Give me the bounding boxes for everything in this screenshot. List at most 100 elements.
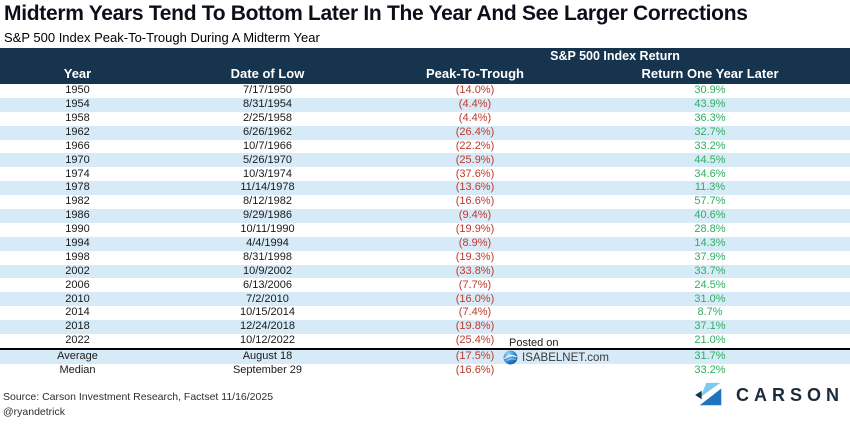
column-header: Return One Year Later: [570, 65, 850, 84]
carson-wordmark: CARSON: [735, 384, 844, 405]
table-row: 1958 2/25/1958 (4.4%) 36.3%: [0, 112, 850, 126]
cell-year: 1966: [65, 139, 90, 152]
cell-date-of-low: September 29: [232, 364, 303, 376]
group-header-label: S&P 500 Index Return: [380, 48, 850, 65]
table-row: 1966 10/7/1966 (22.2%) 33.2%: [0, 140, 850, 154]
cell-year: 2018: [65, 320, 90, 333]
cell-peak-to-trough: (17.5%): [380, 347, 570, 364]
cell-date-of-low: 10/7/1966: [243, 139, 292, 152]
cell-peak-to-trough: (4.4%): [458, 111, 492, 124]
cell-year: 1978: [65, 181, 90, 194]
cell-peak-to-trough: (4.4%): [458, 98, 492, 111]
table-row: Median September 29 (16.6%) 33.2%: [0, 364, 850, 378]
cell-date-of-low: 6/26/1962: [243, 125, 292, 138]
table-row: 2014 10/15/2014 (7.4%) 8.7%: [0, 306, 850, 320]
cell-peak-to-trough: (7.4%): [458, 306, 492, 319]
cell-peak-to-trough: (37.6%): [455, 167, 495, 180]
cell-year: 1970: [65, 153, 90, 166]
column-header: Peak-To-Trough: [380, 65, 570, 84]
cell-peak-to-trough: (16.0%): [455, 292, 495, 305]
cell-peak-to-trough: (13.6%): [455, 181, 495, 194]
table-row: 2018 12/24/2018 (19.8%) 37.1%: [0, 320, 850, 335]
cell-peak-to-trough: (19.8%): [455, 320, 495, 333]
cell-date-of-low: 12/24/2018: [239, 320, 296, 333]
column-header: Year: [0, 65, 155, 84]
cell-peak-to-trough: (8.9%): [458, 236, 492, 249]
cell-date-of-low: 10/12/2022: [239, 334, 296, 347]
cell-peak-to-trough: (19.3%): [455, 250, 495, 263]
cell-date-of-low: 5/26/1970: [243, 153, 292, 166]
cell-year: 2010: [65, 292, 90, 305]
cell-year: 1962: [65, 125, 90, 138]
cell-year: 1986: [65, 209, 90, 222]
table-row: Average August 18 (17.5%) 31.7%: [0, 347, 850, 364]
cell-return-one-year-later: 11.3%: [694, 181, 726, 194]
cell-date-of-low: 2/25/1958: [243, 111, 292, 124]
cell-peak-to-trough: (25.4%): [455, 334, 495, 347]
carson-arrow-icon: [695, 382, 722, 406]
cell-date-of-low: 6/13/2006: [243, 278, 292, 291]
cell-peak-to-trough: (7.7%): [458, 278, 492, 291]
cell-date-of-low: 8/31/1998: [243, 250, 292, 263]
cell-date-of-low: 7/17/1950: [243, 84, 292, 97]
group-header-spacer: [0, 48, 380, 65]
cell-return-one-year-later: 33.2%: [694, 364, 726, 376]
cell-return-one-year-later: 31.7%: [570, 347, 850, 364]
cell-date-of-low: 10/15/2014: [239, 306, 296, 319]
cell-return-one-year-later: 33.2%: [694, 139, 726, 152]
cell-date-of-low: 8/31/1954: [243, 98, 292, 111]
column-header-row: Year Date of Low Peak-To-Trough Return One …: [0, 65, 850, 84]
table-row: 2010 7/2/2010 (16.0%) 31.0%: [0, 292, 850, 307]
cell-date-of-low: 9/29/1986: [243, 209, 292, 222]
cell-date-of-low: 11/14/1978: [240, 181, 295, 194]
table-row: 1994 4/4/1994 (8.9%) 14.3%: [0, 236, 850, 251]
cell-date-of-low: 4/4/1994: [246, 236, 289, 249]
cell-return-one-year-later: 44.5%: [694, 153, 726, 166]
cell-year: 1994: [65, 236, 90, 249]
isabelnet-label: ISABELNET.com: [522, 351, 609, 364]
table-row: 1998 8/31/1998 (19.3%) 37.9%: [0, 251, 850, 265]
cell-peak-to-trough: (14.0%): [455, 84, 495, 97]
cell-return-one-year-later: 30.9%: [694, 84, 726, 97]
cell-date-of-low: 7/2/2010: [246, 292, 289, 305]
globe-icon: [503, 350, 518, 365]
cell-peak-to-trough: (19.9%): [455, 223, 495, 236]
cell-return-one-year-later: 40.6%: [694, 209, 726, 222]
cell-return-one-year-later: 34.6%: [694, 167, 726, 180]
cell-year: 2014: [65, 306, 90, 319]
cell-return-one-year-later: 32.7%: [694, 125, 726, 138]
cell-year: 1990: [65, 223, 90, 236]
cell-return-one-year-later: 37.1%: [694, 320, 726, 333]
table-row: 1950 7/17/1950 (14.0%) 30.9%: [0, 84, 850, 98]
cell-peak-to-trough: (22.2%): [455, 139, 495, 152]
table-row: 2002 10/9/2002 (33.8%) 33.7%: [0, 264, 850, 279]
cell-peak-to-trough: (16.6%): [455, 364, 495, 376]
table-header: S&P 500 Index Return Year Date of Low Peak…: [0, 48, 850, 84]
table-row: 1974 10/3/1974 (37.6%) 34.6%: [0, 167, 850, 181]
cell-return-one-year-later: 31.0%: [694, 292, 726, 305]
midterm-years-table: S&P 500 Index Return Year Date of Low Peak…: [0, 48, 850, 378]
table-row: 1978 11/14/1978 (13.6%) 11.3%: [0, 181, 850, 196]
table-row: 1986 9/29/1986 (9.4%) 40.6%: [0, 209, 850, 223]
cell-year: 1954: [65, 98, 90, 111]
cell-date-of-low: August 18: [155, 347, 380, 364]
cell-year: 1958: [65, 111, 90, 124]
cell-return-one-year-later: 33.7%: [694, 264, 726, 277]
cell-year: 1998: [65, 250, 90, 263]
cell-date-of-low: 10/9/2002: [243, 264, 292, 277]
isabelnet-watermark: ISABELNET.com: [503, 350, 609, 365]
table-row: 1962 6/26/1962 (26.4%) 32.7%: [0, 125, 850, 140]
table-row: 2006 6/13/2006 (7.7%) 24.5%: [0, 278, 850, 292]
cell-peak-to-trough: (33.8%): [455, 264, 495, 277]
cell-date-of-low: 10/11/1990: [240, 223, 295, 236]
cell-year: 1950: [65, 84, 90, 97]
cell-return-one-year-later: 37.9%: [694, 250, 726, 263]
cell-year: Median: [59, 364, 96, 376]
cell-date-of-low: 8/12/1982: [243, 195, 292, 208]
watermark-posted-on: Posted on: [509, 337, 559, 349]
cell-peak-to-trough: (26.4%): [455, 125, 495, 138]
table-row: 1954 8/31/1954 (4.4%) 43.9%: [0, 97, 850, 112]
cell-year: 2022: [65, 334, 90, 347]
cell-year: Average: [0, 347, 155, 364]
